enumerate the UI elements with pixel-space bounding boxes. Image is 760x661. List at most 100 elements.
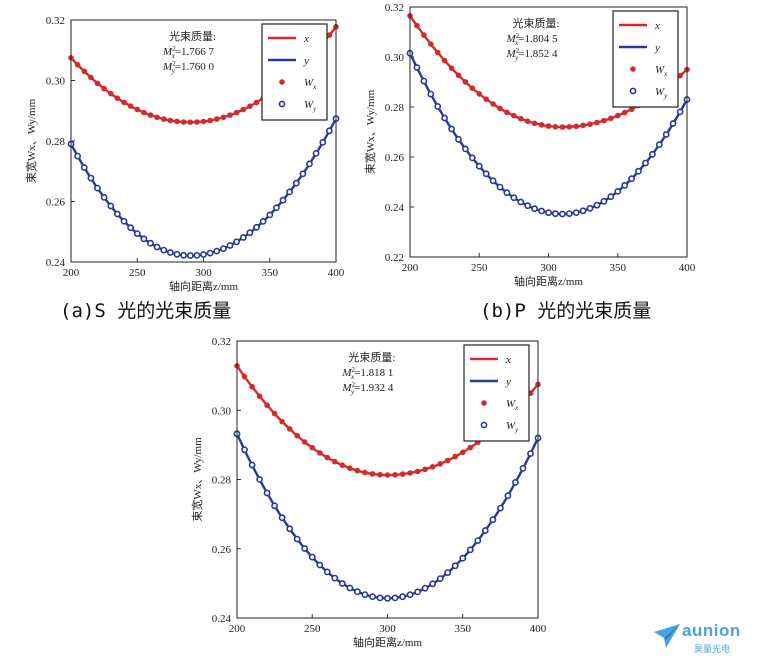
data-point-Wx — [573, 123, 579, 130]
data-point-Wy — [427, 90, 435, 98]
x-tick-label: 300 — [195, 267, 212, 279]
data-point-Wx — [167, 117, 174, 124]
data-point-Wy — [482, 170, 490, 178]
data-point-Wy — [531, 205, 538, 213]
data-point-Wy — [519, 464, 527, 472]
data-point-Wy — [441, 114, 448, 122]
data-point-Wy — [226, 242, 234, 249]
x-tick-label: 400 — [679, 262, 696, 274]
data-point-Wx — [545, 123, 552, 129]
data-point-Wx — [324, 454, 331, 461]
data-point-Wy — [413, 64, 421, 71]
legend-box — [612, 10, 679, 108]
beam-quality-mx: M2 x=1.804 5 — [505, 32, 557, 47]
chart-a: 200 250 300 350 400 0.24 0.26 0.28 0.30 0.32 轴向距离z… — [24, 15, 345, 293]
data-point-Wy — [293, 535, 301, 543]
y-tick-label: 0.26 — [212, 544, 232, 556]
data-point-Wx — [207, 117, 213, 124]
data-point-Wx — [264, 402, 270, 409]
data-point-Wx — [174, 118, 180, 125]
data-point-Wy — [213, 247, 221, 255]
data-point-Wy — [676, 108, 684, 116]
y-tick-label: 0.24 — [385, 202, 405, 214]
data-point-Wy — [312, 149, 320, 157]
data-point-Wy — [384, 594, 391, 602]
legend-label: x — [303, 33, 309, 45]
data-point-Wy — [239, 234, 247, 241]
data-point-Wx — [227, 112, 233, 118]
data-point-Wy — [565, 210, 573, 217]
legend-swatch-Wy — [629, 87, 637, 95]
data-point-Wy — [391, 594, 399, 602]
legend-box — [463, 344, 530, 442]
data-point-Wy — [468, 154, 476, 162]
data-point-Wy — [434, 103, 442, 110]
data-point-Wy — [586, 204, 594, 212]
data-point-Wx — [511, 112, 517, 119]
legend-label: Wx — [506, 398, 519, 412]
data-point-Wy — [186, 252, 194, 259]
data-point-Wy — [662, 131, 670, 138]
data-point-Wx — [601, 117, 607, 124]
data-point-Wx — [441, 57, 448, 64]
data-point-Wx — [339, 462, 346, 469]
data-point-Wy — [160, 246, 168, 254]
data-point-Wy — [461, 145, 469, 153]
data-point-Wy — [301, 545, 309, 552]
x-tick-label: 400 — [530, 623, 547, 635]
data-point-Wx — [628, 106, 635, 113]
y-axis-label: 束宽Wx、Wy/mm — [190, 437, 204, 522]
beam-quality-mx: M2 x=1.818 1 — [341, 366, 393, 381]
data-point-Wx — [421, 32, 427, 38]
data-point-Wy — [241, 446, 248, 454]
data-point-Wy — [325, 127, 333, 135]
data-point-Wx — [580, 122, 586, 129]
y-tick-label: 0.24 — [212, 613, 232, 625]
data-point-Wx — [256, 393, 263, 400]
y-tick-label: 0.30 — [46, 76, 66, 88]
data-point-Wy — [263, 489, 271, 497]
data-point-Wy — [475, 162, 483, 170]
logo-wordmark: aunion — [682, 621, 741, 640]
legend-swatch-Wy — [480, 421, 488, 429]
data-point-Wy — [271, 502, 278, 510]
data-point-Wy — [153, 243, 161, 251]
data-point-Wx — [94, 80, 101, 87]
data-point-Wx — [74, 62, 81, 68]
data-point-Wy — [256, 475, 263, 483]
data-point-Wx — [141, 109, 147, 116]
data-point-Wy — [316, 561, 324, 569]
y-axis-label: 束宽Wx、Wy/mm — [24, 98, 38, 183]
x-tick-label: 350 — [455, 623, 472, 635]
data-point-Wy — [635, 167, 642, 175]
data-point-Wx — [108, 90, 114, 97]
chart-b: 200 250 300 350 400 0.22 0.24 0.26 0.28 0.30 0.32 轴… — [363, 2, 696, 288]
legend-label: y — [303, 55, 309, 67]
legend-label: Wx — [304, 77, 317, 91]
data-point-Wy — [173, 250, 181, 258]
data-point-Wy — [414, 588, 421, 596]
data-point-Wy — [474, 537, 482, 544]
data-point-Wy — [80, 164, 88, 171]
data-point-Wx — [247, 103, 253, 109]
logo-subtitle: 昊量光电 — [694, 645, 731, 655]
data-point-Wx — [241, 373, 248, 380]
x-axis-label: 轴向距离z/mm — [169, 279, 238, 293]
data-point-Wy — [338, 580, 346, 587]
y-tick-label: 0.32 — [212, 336, 231, 348]
data-point-Wx — [538, 122, 545, 128]
data-point-Wx — [214, 116, 220, 122]
data-point-Wx — [362, 469, 368, 476]
data-point-Wx — [587, 121, 593, 127]
beam-quality-title: 光束质量: — [348, 350, 395, 364]
data-point-Wy — [361, 591, 369, 598]
data-point-Wy — [306, 160, 313, 168]
data-point-Wx — [490, 101, 496, 107]
x-tick-label: 250 — [304, 623, 321, 635]
y-tick-label: 0.26 — [46, 197, 66, 209]
legend-label: Wy — [655, 86, 668, 100]
data-point-Wx — [455, 72, 462, 79]
data-point-Wx — [354, 467, 361, 474]
data-point-Wx — [552, 124, 559, 130]
data-point-Wy — [429, 580, 436, 588]
